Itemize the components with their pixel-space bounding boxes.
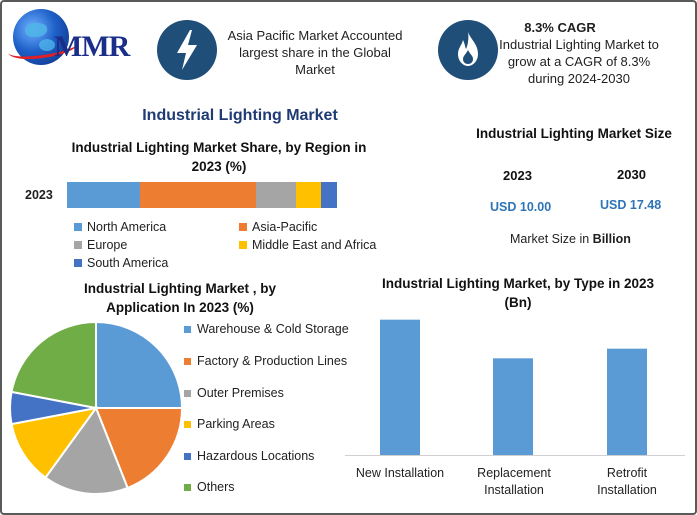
- legend-label: Hazardous Locations: [197, 449, 315, 463]
- pie-slice-parking-areas: [10, 406, 99, 479]
- legend-label: Factory & Production Lines: [197, 354, 348, 368]
- region-chart-title: Industrial Lighting Market Share, by Reg…: [71, 140, 367, 174]
- application-pie-chart: [9, 320, 184, 495]
- market-size-year-2023: 2023: [503, 168, 532, 183]
- legend-swatch: [184, 483, 191, 491]
- pie-legend-parking: Parking Areas: [184, 417, 275, 431]
- type-bar-retrofit-installation: [607, 348, 647, 455]
- legend-label: North America: [87, 220, 167, 234]
- legend-label: Others: [197, 480, 235, 494]
- region-stacked-bar: [67, 182, 337, 208]
- type-label-retrofit: Retrofit Installation: [567, 465, 687, 499]
- type-label-line: Replacement: [477, 466, 551, 480]
- type-bar-new-installation: [380, 319, 420, 455]
- flame-icon: [438, 20, 498, 80]
- main-title: Industrial Lighting Market: [142, 107, 338, 124]
- header-info-asia-pacific: Asia Pacific Market Accounted largest sh…: [227, 28, 403, 77]
- legend-swatch: [184, 389, 191, 397]
- market-size-value-2023: USD 10.00: [490, 200, 552, 214]
- region-segment-middle-east-and-africa: [296, 182, 321, 208]
- type-bar-chart: [345, 319, 685, 456]
- type-label-new-installation: New Installation: [340, 465, 460, 482]
- region-segment-europe: [255, 182, 297, 208]
- type-label-line: Installation: [597, 483, 657, 497]
- market-size-title: Industrial Lighting Market Size: [476, 126, 672, 141]
- region-chart-year-label: 2023: [25, 188, 53, 202]
- legend-label: Warehouse & Cold Storage: [197, 322, 349, 336]
- legend-label: South America: [87, 256, 169, 270]
- legend-swatch: [184, 452, 191, 460]
- pie-legend-warehouse: Warehouse & Cold Storage: [184, 322, 349, 336]
- lightning-bolt-icon: [157, 20, 217, 80]
- market-size-unit-bold: Billion: [592, 232, 631, 246]
- legend-swatch: [184, 325, 191, 333]
- legend-north-america: North America: [74, 220, 166, 234]
- legend-swatch: [74, 223, 82, 231]
- market-size-unit-prefix: Market Size in: [510, 232, 593, 246]
- legend-label: Asia-Pacific: [252, 220, 318, 234]
- legend-label: Outer Premises: [197, 386, 284, 400]
- type-label-line: Retrofit: [606, 466, 648, 480]
- region-segment-asia-pacific: [139, 182, 256, 208]
- pie-legend-others: Others: [184, 480, 235, 494]
- legend-label: Europe: [87, 238, 128, 252]
- pie-slice-factory-production-lines: [94, 407, 184, 490]
- pie-slice-warehouse-cold-storage: [95, 320, 184, 409]
- pie-legend-outer-premises: Outer Premises: [184, 386, 284, 400]
- type-label-line: Installation: [484, 483, 544, 497]
- market-size-year-2030: 2030: [617, 167, 646, 182]
- region-segment-north-america: [67, 182, 140, 208]
- legend-europe: Europe: [74, 238, 127, 252]
- legend-swatch: [239, 223, 247, 231]
- pie-slice-outer-premises: [44, 405, 129, 495]
- pie-legend-factory: Factory & Production Lines: [184, 354, 347, 368]
- legend-swatch: [74, 259, 82, 267]
- legend-south-america: South America: [74, 256, 168, 270]
- logo-text: MMR: [54, 30, 130, 63]
- market-size-unit: Market Size in Billion: [510, 232, 631, 246]
- legend-asia-pacific: Asia-Pacific: [239, 220, 317, 234]
- pie-legend-hazardous: Hazardous Locations: [184, 449, 314, 463]
- legend-swatch: [184, 357, 191, 365]
- market-size-value-2030: USD 17.48: [600, 198, 662, 212]
- pie-slice-others: [10, 320, 97, 410]
- legend-middle-east-africa: Middle East and Africa: [239, 238, 376, 252]
- region-segment-south-america: [320, 182, 337, 208]
- legend-label: Middle East and Africa: [252, 238, 377, 252]
- globe-icon: [13, 9, 69, 65]
- application-chart-title: Industrial Lighting Market , by Applicat…: [83, 281, 276, 315]
- legend-swatch: [184, 420, 191, 428]
- legend-label: Parking Areas: [197, 417, 275, 431]
- cagr-text: Industrial Lighting Market to grow at a …: [499, 37, 659, 86]
- type-label-line: New Installation: [355, 466, 445, 480]
- cagr-title: 8.3% CAGR: [524, 20, 596, 35]
- legend-swatch: [239, 241, 247, 249]
- type-chart-title: Industrial Lighting Market, by Type in 2…: [381, 276, 655, 310]
- type-bar-replacement-installation: [493, 358, 533, 455]
- legend-swatch: [74, 241, 82, 249]
- type-label-replacement: Replacement Installation: [454, 465, 574, 499]
